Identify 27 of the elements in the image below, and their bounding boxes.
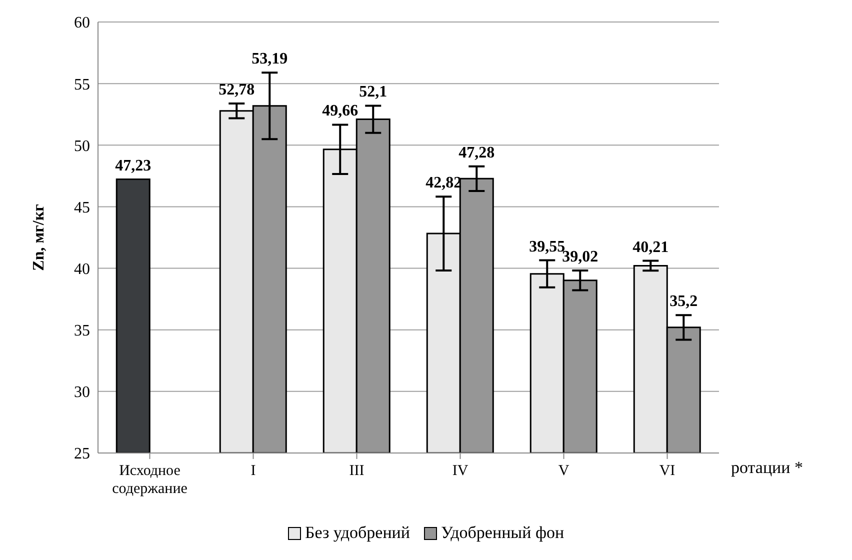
data-label: 47,28	[458, 144, 495, 162]
y-tick-label: 35	[74, 322, 90, 340]
legend-label: Без удобрений	[304, 523, 410, 543]
data-label: 39,55	[529, 238, 566, 256]
y-tick-label: 40	[74, 260, 90, 278]
data-label: 35,2	[670, 293, 698, 310]
x-tick-label: Исходное содержание	[112, 463, 188, 497]
y-tick-label: 55	[74, 76, 90, 94]
y-tick-label: 50	[74, 138, 90, 155]
y-tick-label: 45	[74, 199, 90, 216]
y-tick-label: 30	[74, 384, 90, 402]
x-axis-title: ротации *	[731, 458, 804, 478]
x-tick-label: I	[250, 463, 256, 479]
data-label: 49,66	[322, 102, 358, 120]
data-label: 52,78	[218, 82, 255, 99]
y-tick-label: 60	[74, 14, 90, 32]
y-tick-label: 25	[74, 446, 90, 463]
data-label: 47,23	[115, 157, 152, 174]
x-tick-label: IV	[452, 463, 468, 479]
legend-label: Удобренный фон	[440, 523, 564, 543]
data-label: 52,1	[359, 84, 388, 101]
x-tick-label: III	[349, 463, 364, 479]
data-label: 53,19	[252, 50, 288, 68]
x-tick-label: VI	[659, 463, 676, 479]
data-label: 40,21	[632, 238, 669, 256]
x-tick-label: V	[558, 463, 570, 479]
y-axis-title: Zn, мг/кг	[30, 204, 48, 271]
